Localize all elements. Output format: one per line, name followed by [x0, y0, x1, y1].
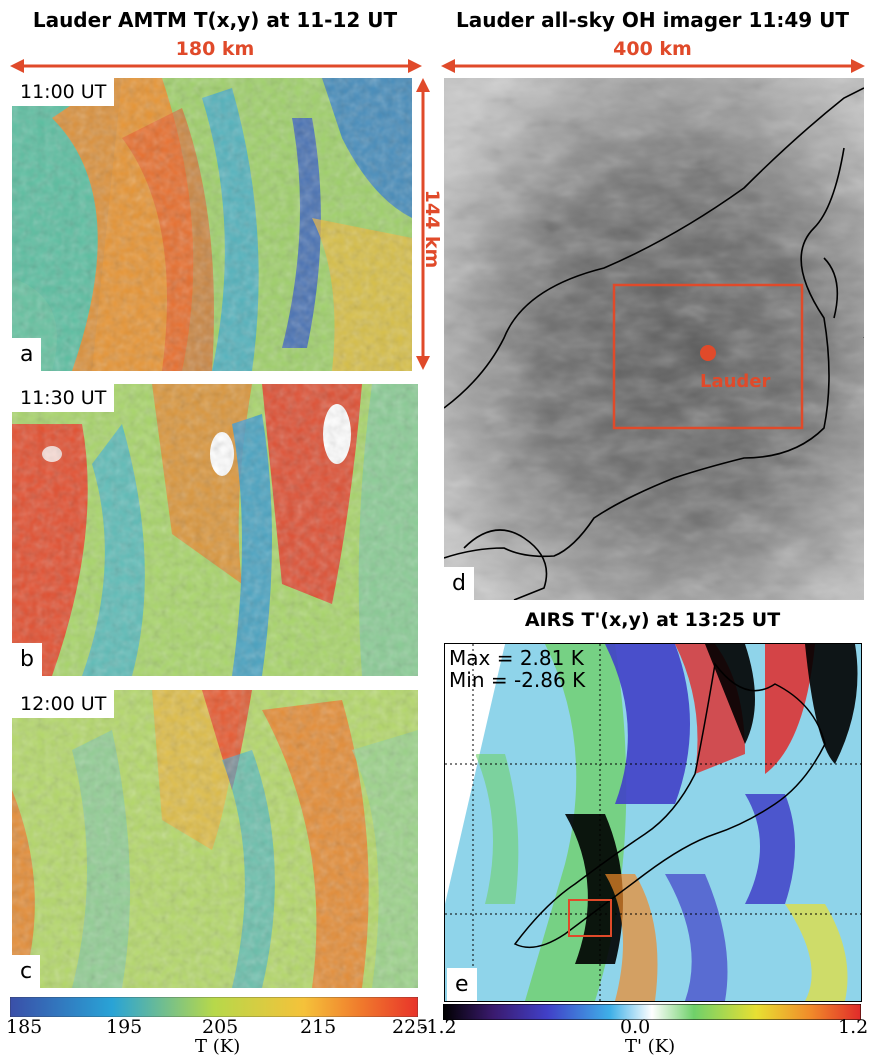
- panel-d-letter: d: [444, 567, 474, 600]
- amtm-scale-x-label: 180 km: [175, 38, 255, 60]
- panel-b-letter: b: [12, 643, 42, 676]
- amtm-panel-c: 12:00 UT c: [12, 690, 418, 988]
- amtm-panel-a: 11:00 UT a: [12, 78, 412, 371]
- amtm-tick-225: 225: [392, 1016, 429, 1038]
- airs-panel-e: Max = 2.81 K Min = -2.86 K e: [444, 643, 862, 1002]
- amtm-scale-y-arrow: [416, 78, 430, 370]
- region-box: [612, 283, 804, 430]
- panel-c-time: 12:00 UT: [12, 690, 115, 718]
- airs-tick-max: 1.2: [838, 1016, 869, 1038]
- amtm-temperature-map-a: [12, 78, 412, 371]
- panel-a-letter: a: [12, 338, 42, 371]
- imager-title: Lauder all-sky OH imager 11:49 UT: [455, 8, 849, 32]
- amtm-title: Lauder AMTM T(x,y) at 11-12 UT: [32, 8, 398, 32]
- airs-colorbar: [443, 1004, 861, 1020]
- amtm-tick-215: 215: [300, 1016, 337, 1038]
- lauder-marker: [700, 345, 716, 361]
- amtm-tick-195: 195: [106, 1016, 143, 1038]
- airs-region-box: [568, 899, 612, 937]
- amtm-colorbar-ticks: 185 195 205 215 225: [0, 1016, 440, 1040]
- panel-c-letter: c: [12, 955, 41, 988]
- amtm-tick-205: 205: [202, 1016, 239, 1038]
- airs-tick-min: -1.2: [420, 1016, 457, 1038]
- airs-min-text: Min = -2.86 K: [449, 668, 586, 692]
- panel-b-time: 11:30 UT: [12, 384, 115, 412]
- lauder-label: Lauder: [700, 371, 771, 392]
- amtm-tick-185: 185: [6, 1016, 43, 1038]
- amtm-temperature-map-b: [12, 384, 418, 676]
- airglow-image: [444, 78, 864, 600]
- panel-a-time: 11:00 UT: [12, 78, 115, 106]
- panel-e-letter: e: [447, 968, 477, 1001]
- coastline: [444, 87, 864, 600]
- imager-scale-label: 400 km: [613, 38, 692, 60]
- airs-colorbar-ticks: -1.2 0.0 1.2: [420, 1016, 871, 1040]
- imager-panel-d: Lauder d: [444, 78, 864, 600]
- amtm-temperature-map-c: [12, 690, 418, 988]
- amtm-scale-y-label: 144 km: [421, 189, 443, 269]
- airs-max-text: Max = 2.81 K: [449, 646, 584, 670]
- imager-scale-arrow: [441, 59, 865, 73]
- amtm-colorbar-label: T (K): [195, 1036, 241, 1057]
- amtm-panel-b: 11:30 UT b: [12, 384, 418, 676]
- amtm-colorbar: [10, 997, 418, 1017]
- airs-title: AIRS T'(x,y) at 13:25 UT: [524, 609, 781, 631]
- airs-perturbation-map: [445, 644, 861, 1001]
- airs-colorbar-label: T' (K): [625, 1036, 676, 1057]
- amtm-scale-x-arrow: [10, 59, 422, 73]
- airs-tick-zero: 0.0: [620, 1016, 651, 1038]
